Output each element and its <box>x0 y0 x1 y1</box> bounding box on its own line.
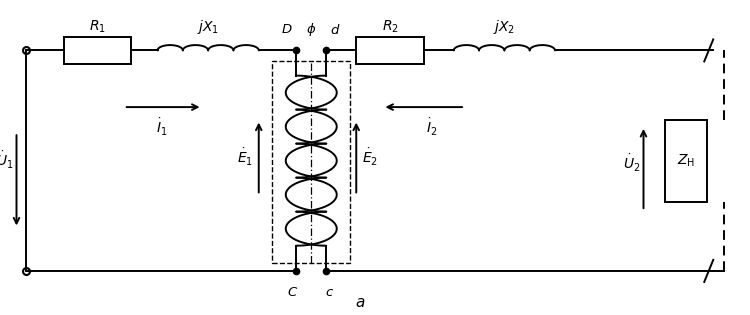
Text: $c$: $c$ <box>326 286 334 300</box>
Text: $\dot{E}_2$: $\dot{E}_2$ <box>362 147 378 168</box>
Text: $C$: $C$ <box>287 286 298 300</box>
Text: $jX_2$: $jX_2$ <box>494 18 515 36</box>
Text: $R_1$: $R_1$ <box>89 19 106 35</box>
Text: $R_2$: $R_2$ <box>382 19 398 35</box>
Text: $\phi$: $\phi$ <box>306 21 316 38</box>
Text: $d$: $d$ <box>330 23 340 37</box>
Text: $\dot{E}_1$: $\dot{E}_1$ <box>237 147 254 168</box>
Bar <box>272 61 350 263</box>
Bar <box>356 37 424 64</box>
Text: $jX_1$: $jX_1$ <box>197 18 219 36</box>
Text: $\dot{I}_2$: $\dot{I}_2$ <box>425 117 437 138</box>
Text: $D$: $D$ <box>281 23 293 37</box>
Text: $\dot{I}_1$: $\dot{I}_1$ <box>155 117 167 138</box>
Bar <box>665 120 707 202</box>
Text: $Z_{\rm H}$: $Z_{\rm H}$ <box>677 153 695 169</box>
Text: $\dot{U}_1$: $\dot{U}_1$ <box>0 150 13 171</box>
Text: $\dot{U}_2$: $\dot{U}_2$ <box>623 153 640 174</box>
Text: $a$: $a$ <box>355 296 365 310</box>
Bar <box>64 37 131 64</box>
